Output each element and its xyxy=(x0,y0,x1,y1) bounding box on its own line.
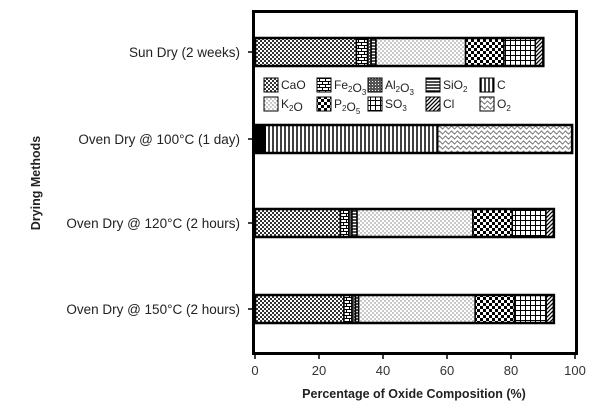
bar-oven-dry-150-c-2-hours xyxy=(253,293,556,325)
x-axis: 0 20 40 60 80 100 xyxy=(251,353,586,378)
x-tick-label: 0 xyxy=(251,363,258,378)
bar-segment-oven-dry-120-c-2-hours-k2o xyxy=(356,208,474,238)
legend-label: Al2O3 xyxy=(385,78,414,97)
bars-layer xyxy=(253,36,574,325)
category-label: Oven Dry @ 120°C (2 hours) xyxy=(66,216,240,231)
legend-label: P2O5 xyxy=(334,97,361,116)
legend-swatch xyxy=(479,77,495,93)
x-tick-label: 40 xyxy=(376,363,390,378)
legend-swatch xyxy=(479,96,495,112)
bar-segment-oven-dry-150-c-2-hours-p2o5 xyxy=(474,294,516,324)
bar-segment-oven-dry-120-c-2-hours-sio2 xyxy=(351,208,358,238)
legend-label: C xyxy=(497,78,506,92)
x-tick-label: 80 xyxy=(504,363,518,378)
legend-swatch xyxy=(316,96,332,112)
bar-oven-dry-120-c-2-hours xyxy=(253,207,556,239)
bar-outline-oven-dry-100-c-1-day xyxy=(253,123,574,155)
x-tick-label: 60 xyxy=(440,363,454,378)
y-axis: Sun Dry (2 weeks) Oven Dry @ 100°C (1 day… xyxy=(66,45,253,317)
bar-segment-sun-dry-2-weeks-fe2o3 xyxy=(355,37,369,67)
legend-swatch xyxy=(316,77,332,93)
bar-outline-oven-dry-120-c-2-hours xyxy=(253,207,556,239)
legend-swatch xyxy=(425,96,441,112)
legend-item-c: C xyxy=(479,77,506,93)
bar-segment-sun-dry-2-weeks-cao xyxy=(254,37,358,67)
x-tick-label: 100 xyxy=(564,363,586,378)
legend-label: O2 xyxy=(497,97,511,113)
bar-outline-oven-dry-150-c-2-hours xyxy=(253,293,556,325)
legend-item-sio2: SiO2 xyxy=(425,77,468,94)
legend-item-al2o3: Al2O3 xyxy=(367,77,414,97)
legend-item-fe2o3: Fe2O3 xyxy=(316,77,367,97)
bar-segment-oven-dry-120-c-2-hours-cao xyxy=(254,208,342,238)
category-label: Oven Dry @ 100°C (1 day) xyxy=(78,132,240,147)
category-label: Oven Dry @ 150°C (2 hours) xyxy=(66,302,240,317)
x-tick-label: 20 xyxy=(312,363,326,378)
bar-segment-oven-dry-100-c-1-day-o2 xyxy=(436,124,573,154)
legend-item-cl: Cl xyxy=(425,96,454,112)
bar-segment-oven-dry-100-c-1-day-c xyxy=(264,124,439,154)
bar-segment-oven-dry-150-c-2-hours-k2o xyxy=(357,294,476,324)
bar-segment-sun-dry-2-weeks-p2o5 xyxy=(464,37,505,67)
bar-sun-dry-2-weeks xyxy=(253,36,545,68)
legend-label: K2O xyxy=(281,97,303,114)
x-axis-title: Percentage of Oxide Composition (%) xyxy=(302,387,526,401)
bar-segment-oven-dry-150-c-2-hours-cao xyxy=(254,294,345,324)
legend-swatch xyxy=(425,77,441,93)
category-label: Sun Dry (2 weeks) xyxy=(129,45,240,60)
legend-label: SO3 xyxy=(385,97,407,113)
y-axis-title: Drying Methods xyxy=(29,136,43,230)
bar-oven-dry-100-c-1-day xyxy=(253,123,574,155)
legend-item-cao: CaO xyxy=(263,77,306,93)
legend-swatch xyxy=(367,77,383,93)
legend-item-o2: O2 xyxy=(479,96,511,113)
bar-segment-oven-dry-150-c-2-hours-so3 xyxy=(513,294,547,324)
bar-segment-oven-dry-150-c-2-hours-fe2o3 xyxy=(343,294,353,324)
legend-item-k2o: K2O xyxy=(263,96,303,114)
bar-segment-sun-dry-2-weeks-k2o xyxy=(375,37,467,67)
bar-outline-sun-dry-2-weeks xyxy=(253,36,545,68)
legend-swatch xyxy=(367,96,383,112)
legend-label: SiO2 xyxy=(443,78,468,94)
bar-segment-oven-dry-100-c-1-day-extra xyxy=(254,124,266,154)
legend: CaO Fe2O3 Al2O3 SiO2 C K2O P2O5 SO3 Cl O2 xyxy=(263,77,511,116)
legend-item-p2o5: P2O5 xyxy=(316,96,361,116)
legend-label: Cl xyxy=(443,97,454,111)
plot-frame xyxy=(252,10,578,355)
bar-segment-oven-dry-120-c-2-hours-p2o5 xyxy=(472,208,514,238)
legend-label: CaO xyxy=(281,78,306,92)
legend-label: Fe2O3 xyxy=(334,78,367,97)
legend-swatch xyxy=(263,96,279,112)
legend-swatch xyxy=(263,77,279,93)
bar-segment-sun-dry-2-weeks-so3 xyxy=(503,37,537,67)
legend-item-so3: SO3 xyxy=(367,96,407,113)
bar-segment-oven-dry-120-c-2-hours-fe2o3 xyxy=(339,208,350,238)
bar-segment-oven-dry-120-c-2-hours-so3 xyxy=(511,208,547,238)
